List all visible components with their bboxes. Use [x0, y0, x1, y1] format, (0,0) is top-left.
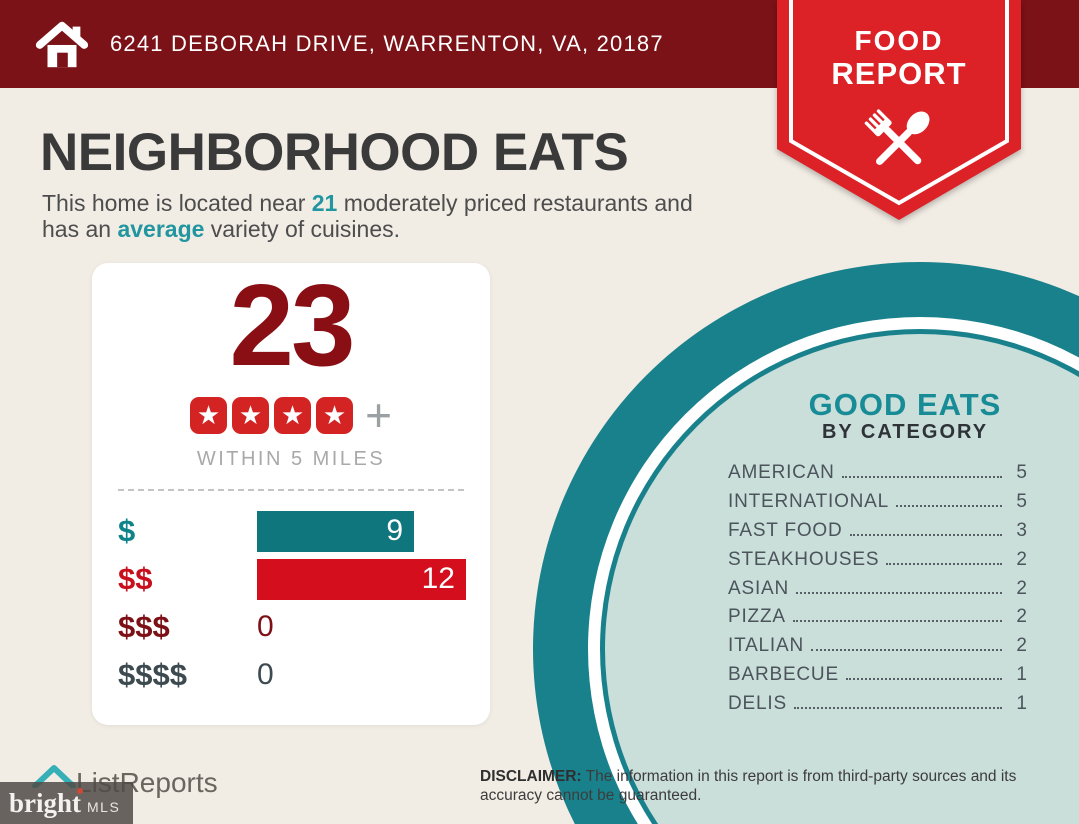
category-row: DELIS 1 [728, 689, 1027, 718]
food-report-badge: FOOD REPORT [775, 0, 1023, 228]
intro-sentence: This home is located near 21 moderately … [42, 190, 762, 242]
category-row: INTERNATIONAL 5 [728, 488, 1027, 517]
dotted-leader [841, 476, 1002, 479]
dotted-leader [792, 620, 1002, 623]
price-tier-label: $ [118, 513, 136, 548]
price-tier-label: $$$ [118, 609, 170, 644]
dotted-leader [793, 706, 1002, 709]
dotted-leader [796, 591, 1002, 594]
good-eats-title: GOOD EATS [808, 387, 1002, 422]
category-row: STEAKHOUSES 2 [728, 545, 1027, 574]
dotted-leader [845, 677, 1002, 680]
dotted-leader [896, 505, 1002, 508]
dashed-divider [118, 489, 464, 491]
category-row: ITALIAN 2 [728, 632, 1027, 661]
page-title: NEIGHBORHOOD EATS [40, 123, 629, 182]
bright-mls-suffix: MLS [87, 799, 121, 815]
category-row: AMERICAN 5 [728, 459, 1027, 488]
bright-mls-dot-icon [77, 787, 84, 794]
star-icon: ★ [232, 397, 270, 434]
category-label: DELIS [728, 692, 787, 714]
intro-line2: has an average variety of cuisines. [42, 216, 401, 242]
category-count: 2 [1016, 606, 1027, 628]
plus-icon: + [365, 389, 392, 441]
price-tier-chart: $9 $$ 12 $$$ 0 $$$$ 0 [92, 507, 490, 699]
star-icon: ★ [190, 397, 228, 434]
category-row: ASIAN 2 [728, 574, 1027, 603]
price-tier-label: $$ [118, 561, 153, 596]
price-tier-value: 9 [386, 514, 403, 547]
category-label: FAST FOOD [728, 519, 843, 541]
ribbon-shape [777, 0, 1021, 220]
category-row: PIZZA 2 [728, 603, 1027, 632]
price-tier-value: 12 [421, 562, 455, 595]
category-row: FAST FOOD 3 [728, 517, 1027, 546]
variety-highlight: average [117, 216, 205, 242]
disclaimer-text: DISCLAIMER: The information in this repo… [480, 768, 1017, 804]
category-label: STEAKHOUSES [728, 548, 880, 570]
restaurant-summary-card: 23 ★ ★ ★ ★ + WITHIN 5 MILES $9 $$ 12 $$$ 0 $$$$ 0 [92, 263, 490, 725]
house-icon [35, 21, 89, 68]
dotted-leader [886, 562, 1002, 565]
good-eats-subtitle: BY CATEGORY [821, 421, 989, 443]
category-label: AMERICAN [728, 462, 835, 484]
price-tier-label: $$$$ [118, 657, 187, 692]
dotted-leader [811, 649, 1002, 652]
price-tier-row: $$$$ 0 [92, 651, 490, 699]
price-tier-value: 0 [257, 658, 274, 691]
category-count: 5 [1016, 462, 1027, 484]
price-tier-bar: 9 [257, 510, 414, 552]
category-row: BARBECUE 1 [728, 661, 1027, 690]
category-count: 2 [1016, 577, 1027, 599]
category-count: 3 [1016, 519, 1027, 541]
radius-label: WITHIN 5 MILES [196, 448, 386, 470]
price-tier-row: $$ 12 [92, 555, 490, 603]
badge-title-line1: FOOD [854, 25, 944, 56]
star-icon: ★ [274, 397, 312, 434]
price-tier-row: $$$ 0 [92, 603, 490, 651]
bright-mls-wordmark: bright [9, 787, 84, 818]
restaurant-count: 23 [229, 260, 355, 390]
category-count: 1 [1016, 663, 1027, 685]
dotted-leader [849, 533, 1002, 536]
price-tier-row: $9 [92, 507, 490, 555]
star-rating: ★ ★ ★ ★ + [92, 389, 490, 441]
category-label: PIZZA [728, 606, 786, 628]
price-tier-value: 0 [257, 610, 274, 643]
category-count: 2 [1016, 548, 1027, 570]
category-count: 1 [1016, 692, 1027, 714]
category-label: ASIAN [728, 577, 790, 599]
listreports-roof-icon [32, 765, 76, 788]
crossed-spoon-fork-icon [864, 109, 930, 165]
category-count: 5 [1016, 491, 1027, 513]
category-list: AMERICAN 5 INTERNATIONAL 5 FAST FOOD 3 STEAKHO… [728, 459, 1027, 718]
category-label: BARBECUE [728, 663, 839, 685]
intro-line1: This home is located near 21 moderately … [42, 190, 693, 216]
bright-mls-watermark: bright MLS [0, 782, 133, 824]
restaurant-count-highlight: 21 [311, 190, 338, 216]
category-label: INTERNATIONAL [728, 491, 890, 513]
star-icon: ★ [316, 397, 354, 434]
category-count: 2 [1016, 635, 1027, 657]
category-label: ITALIAN [728, 635, 804, 657]
property-address: 6241 DEBORAH DRIVE, WARRENTON, VA, 20187 [110, 31, 664, 56]
badge-title-line2: REPORT [831, 56, 967, 91]
price-tier-bar: 12 [257, 558, 466, 600]
